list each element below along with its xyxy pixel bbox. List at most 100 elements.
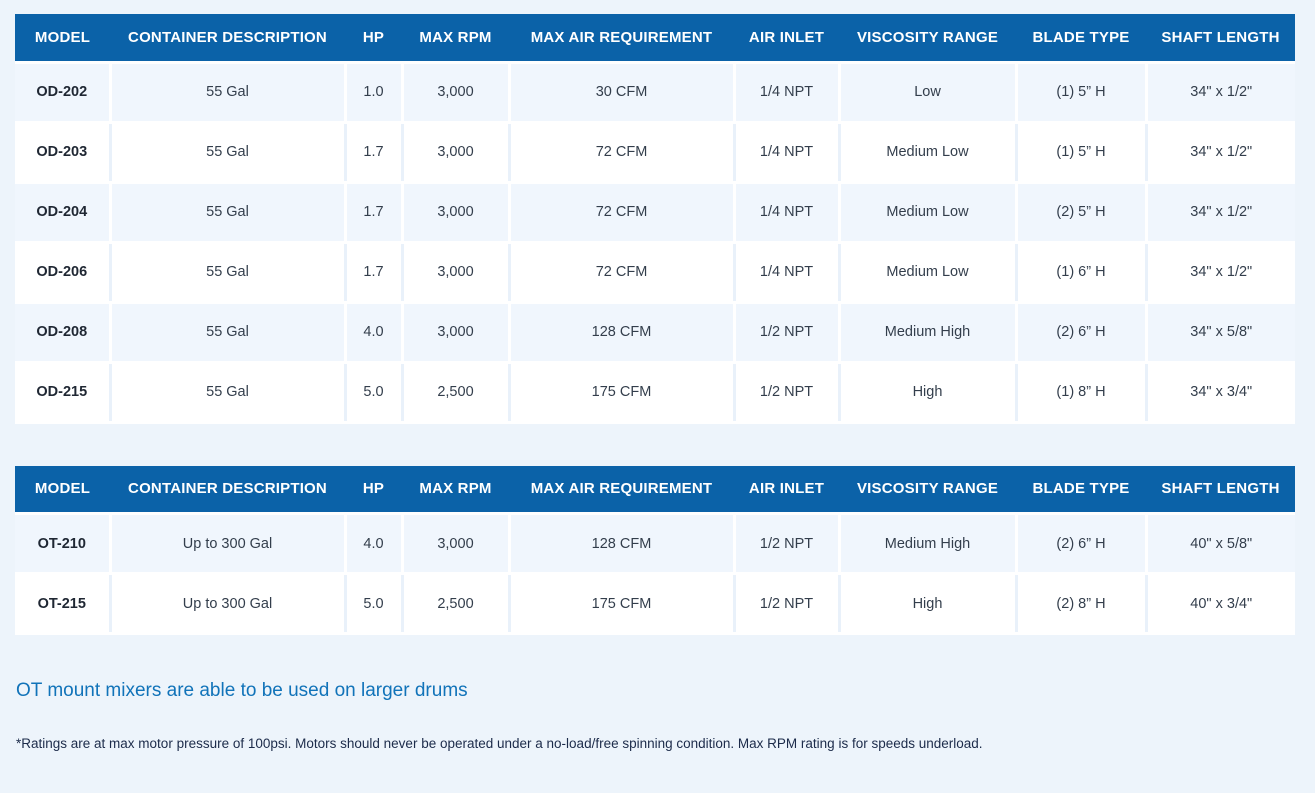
- spec-cell: 30 CFM: [509, 62, 736, 124]
- spec-cell: 55 Gal: [110, 362, 347, 424]
- column-header-max-air-requirement: MAX AIR REQUIREMENT: [509, 14, 734, 64]
- column-header-air-inlet: AIR INLET: [734, 465, 839, 515]
- spec-cell: 72 CFM: [509, 242, 736, 304]
- spec-cell: 1/2 NPT: [734, 302, 841, 364]
- column-header-shaft-length: SHAFT LENGTH: [1146, 14, 1295, 64]
- model-cell: OD-215: [15, 362, 112, 424]
- spec-cell: 34" x 1/2": [1146, 182, 1295, 244]
- spec-cell: 128 CFM: [509, 302, 736, 364]
- spec-cell: 2,500: [402, 362, 511, 424]
- page-content: MODEL CONTAINER DESCRIPTION HP MAX RPM MAX A…: [15, 14, 1295, 751]
- spec-cell: 5.0: [345, 362, 404, 424]
- spec-cell: Medium High: [839, 513, 1018, 575]
- spec-cell: 1/4 NPT: [734, 242, 841, 304]
- spec-cell: 175 CFM: [509, 573, 736, 635]
- table-row: OD-204 55 Gal 1.7 3,000 72 CFM 1/4 NPT Medium …: [15, 182, 1295, 244]
- spec-cell: 55 Gal: [110, 302, 347, 364]
- table-row: OD-203 55 Gal 1.7 3,000 72 CFM 1/4 NPT Medium …: [15, 122, 1295, 184]
- spec-cell: (1) 8” H: [1016, 362, 1148, 424]
- table-row: OD-206 55 Gal 1.7 3,000 72 CFM 1/4 NPT Medium …: [15, 242, 1295, 304]
- column-header-viscosity-range: VISCOSITY RANGE: [839, 465, 1016, 515]
- spec-cell: 3,000: [402, 302, 511, 364]
- model-cell: OD-202: [15, 62, 112, 124]
- spec-cell: (1) 6” H: [1016, 242, 1148, 304]
- spec-cell: 55 Gal: [110, 122, 347, 184]
- spec-cell: Medium High: [839, 302, 1018, 364]
- table-row: OT-215 Up to 300 Gal 5.0 2,500 175 CFM 1/2 NP…: [15, 573, 1295, 635]
- column-header-hp: HP: [345, 14, 402, 64]
- note-heading: OT mount mixers are able to be used on l…: [16, 680, 468, 701]
- spec-cell: High: [839, 573, 1018, 635]
- spec-cell: 34" x 1/2": [1146, 242, 1295, 304]
- od-series-spec-table: MODEL CONTAINER DESCRIPTION HP MAX RPM MAX A…: [15, 14, 1295, 424]
- spec-cell: 72 CFM: [509, 122, 736, 184]
- column-header-container-description: CONTAINER DESCRIPTION: [110, 14, 345, 64]
- spec-cell: 1/2 NPT: [734, 513, 841, 575]
- spec-cell: 1/4 NPT: [734, 62, 841, 124]
- spec-cell: 34" x 1/2": [1146, 122, 1295, 184]
- spec-cell: Medium Low: [839, 182, 1018, 244]
- ratings-footnote: *Ratings are at max motor pressure of 10…: [16, 736, 983, 751]
- spec-cell: 3,000: [402, 242, 511, 304]
- column-header-max-air-requirement: MAX AIR REQUIREMENT: [509, 465, 734, 515]
- column-header-viscosity-range: VISCOSITY RANGE: [839, 14, 1016, 64]
- spec-cell: (1) 5” H: [1016, 122, 1148, 184]
- table-row: OD-215 55 Gal 5.0 2,500 175 CFM 1/2 NPT High (1…: [15, 362, 1295, 424]
- model-cell: OD-204: [15, 182, 112, 244]
- column-header-air-inlet: AIR INLET: [734, 14, 839, 64]
- spec-cell: 5.0: [345, 573, 404, 635]
- spec-cell: 1.7: [345, 122, 404, 184]
- spec-cell: 34" x 3/4": [1146, 362, 1295, 424]
- spec-cell: Medium Low: [839, 242, 1018, 304]
- spec-cell: 1/2 NPT: [734, 573, 841, 635]
- column-header-max-rpm: MAX RPM: [402, 14, 509, 64]
- spec-cell: Up to 300 Gal: [110, 573, 347, 635]
- column-header-blade-type: BLADE TYPE: [1016, 465, 1146, 515]
- spec-cell: (2) 8” H: [1016, 573, 1148, 635]
- spec-cell: Up to 300 Gal: [110, 513, 347, 575]
- column-header-hp: HP: [345, 465, 402, 515]
- spec-cell: 3,000: [402, 182, 511, 244]
- spec-cell: 34" x 1/2": [1146, 62, 1295, 124]
- spec-cell: 1/4 NPT: [734, 182, 841, 244]
- ot-series-spec-table: MODEL CONTAINER DESCRIPTION HP MAX RPM MAX A…: [15, 465, 1295, 635]
- spec-cell: 72 CFM: [509, 182, 736, 244]
- spec-cell: 1.7: [345, 182, 404, 244]
- spec-cell: 1.7: [345, 242, 404, 304]
- spec-cell: Medium Low: [839, 122, 1018, 184]
- spec-cell: 1/2 NPT: [734, 362, 841, 424]
- column-header-model: MODEL: [15, 14, 110, 64]
- spec-cell: 34" x 5/8": [1146, 302, 1295, 364]
- spec-cell: (1) 5” H: [1016, 62, 1148, 124]
- spec-cell: High: [839, 362, 1018, 424]
- column-header-max-rpm: MAX RPM: [402, 465, 509, 515]
- column-header-shaft-length: SHAFT LENGTH: [1146, 465, 1295, 515]
- spec-cell: 128 CFM: [509, 513, 736, 575]
- table-row: OT-210 Up to 300 Gal 4.0 3,000 128 CFM 1/2 NP…: [15, 513, 1295, 575]
- table-row: OD-208 55 Gal 4.0 3,000 128 CFM 1/2 NPT Medium…: [15, 302, 1295, 364]
- model-cell: OD-206: [15, 242, 112, 304]
- spec-cell: 2,500: [402, 573, 511, 635]
- header-row: MODEL CONTAINER DESCRIPTION HP MAX RPM MAX A…: [15, 14, 1295, 64]
- spec-cell: 1/4 NPT: [734, 122, 841, 184]
- spec-cell: 55 Gal: [110, 242, 347, 304]
- spec-cell: Low: [839, 62, 1018, 124]
- table-row: OD-202 55 Gal 1.0 3,000 30 CFM 1/4 NPT Low (1) …: [15, 62, 1295, 124]
- spec-cell: (2) 5” H: [1016, 182, 1148, 244]
- column-header-container-description: CONTAINER DESCRIPTION: [110, 465, 345, 515]
- spec-cell: (2) 6” H: [1016, 302, 1148, 364]
- spec-cell: 4.0: [345, 302, 404, 364]
- spec-cell: 40" x 5/8": [1146, 513, 1295, 575]
- model-cell: OT-215: [15, 573, 112, 635]
- model-cell: OD-208: [15, 302, 112, 364]
- model-cell: OD-203: [15, 122, 112, 184]
- spec-cell: 175 CFM: [509, 362, 736, 424]
- column-header-model: MODEL: [15, 465, 110, 515]
- spec-cell: 3,000: [402, 62, 511, 124]
- spec-cell: 55 Gal: [110, 182, 347, 244]
- spec-cell: 3,000: [402, 513, 511, 575]
- spec-cell: 55 Gal: [110, 62, 347, 124]
- header-row: MODEL CONTAINER DESCRIPTION HP MAX RPM MAX A…: [15, 465, 1295, 515]
- spec-cell: 3,000: [402, 122, 511, 184]
- model-cell: OT-210: [15, 513, 112, 575]
